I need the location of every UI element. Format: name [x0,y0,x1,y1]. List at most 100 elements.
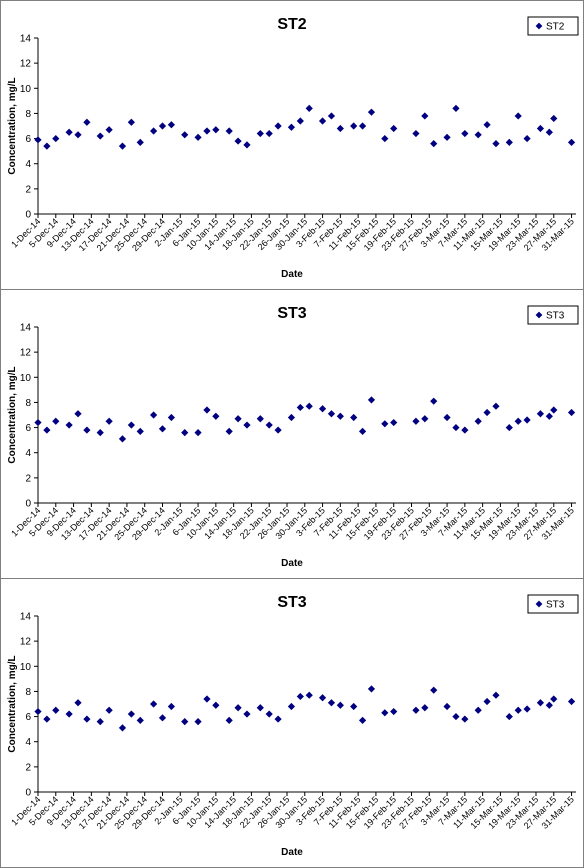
chart0-point [296,117,304,125]
chart2-point [492,691,500,699]
chart1-point [83,426,91,434]
chart0-legend [527,16,579,36]
chart0-y-tick-label: 8 [25,109,31,120]
chart1-point [430,397,438,405]
chart-panel-st2: ST2 0 2 4 6 8 10 12 14 1-Dec-14 5-Dec-14 9-Dec-14 13… [0,0,584,290]
chart0-point [367,108,376,116]
chart1-point [492,402,500,410]
chart2-y-tick-label: 2 [25,762,31,773]
chart1-title: ST3 [277,305,306,322]
chart2-y-axis-label: Concentration, mg/L [7,655,18,752]
chart2-point [225,716,233,724]
chart2-point [443,702,451,711]
chart2-point [274,715,282,723]
chart2-point [83,715,91,723]
chart1-y-tick-label: 2 [25,473,31,484]
chart0-point [287,123,296,131]
chart1-point [118,435,127,443]
chart2-point [412,706,420,714]
chart2-point [327,699,336,707]
chart0-point [194,133,202,141]
chart2-y-tick-label: 4 [25,737,31,748]
chart2-point [52,706,60,714]
chart1-point [545,412,553,420]
chart1-point [181,429,189,437]
chart0-y-tick-label: 0 [25,210,31,221]
chart1-y-tick-label: 14 [20,323,32,334]
chart1-y-tick-label: 8 [25,398,31,409]
chart2-point [567,697,576,706]
chart0-point [150,127,158,135]
chart1-point [167,413,175,422]
chart1-point [136,427,144,435]
chart2-point [194,718,202,726]
chart1-point [452,423,460,432]
chart2-point [390,707,398,716]
chart2-point [265,710,273,718]
chart2-legend-label: ST3 [546,600,565,611]
chart2-point [181,718,189,726]
chart1-point [74,410,82,418]
chart0-y-tick-label: 12 [20,59,32,70]
chart1-y-axis-label: Concentration, mg/L [7,366,18,463]
chart1-point [390,418,398,427]
chart0-point [52,134,60,143]
chart0-point [127,118,135,126]
chart2-legend [527,594,579,614]
chart0-point [212,126,220,134]
chart0-point [203,127,211,135]
chart0-y-tick-label: 10 [20,84,32,95]
chart2-y-tick-label: 0 [25,788,31,799]
chart2-point [150,700,158,708]
chart0-point [256,129,264,138]
chart0-point [74,131,82,139]
chart0-point [83,118,91,126]
chart2-point [381,709,389,717]
chart0-point [381,134,389,143]
chart-panel-st3: ST3 0 2 4 6 8 10 12 14 1-Dec-14 5-Dec-14 9-Dec-14 13… [0,289,584,579]
chart1-point [461,426,469,434]
chart2-point [127,710,135,718]
chart2-point [296,692,304,701]
chart2-point [212,701,220,709]
chart0-point [358,122,367,130]
chart1-point [65,421,73,429]
chart0-point [327,112,336,120]
chart2-title: ST3 [277,594,306,611]
chart0-point [474,131,482,139]
chart-st2: ST2024681012141-Dec-145-Dec-149-Dec-1413… [7,16,579,280]
chart1-point [265,421,273,429]
chart2-y-tick-label: 6 [25,712,31,723]
chart2-x-axis-label: Date [281,847,303,858]
chart2-point [167,702,175,711]
chart1-point [150,411,158,419]
chart1-point [274,426,282,434]
chart1-point [412,417,420,425]
chart0-point [274,122,282,130]
chart1-point [483,408,491,417]
chart0-point [105,126,113,134]
chart1-legend-label: ST3 [546,311,565,322]
chart1-point [305,402,313,410]
chart1-point [350,413,358,422]
chart1-point [105,417,113,425]
chart2-point [483,697,491,706]
chart2-legend-marker [535,600,543,608]
chart2-point [243,710,251,718]
chart0-point [567,138,576,146]
chart2-point [256,704,264,712]
chart1-y-tick-label: 10 [20,373,32,384]
chart1-y-tick-label: 12 [20,348,32,359]
chart1-point [336,412,344,420]
chart-panel-st3-repeat: ST3 0 2 4 6 8 10 12 14 1-Dec-14 5-Dec-14 9-Dec-14 13… [0,578,584,868]
chart0-point [234,137,242,145]
chart1-point [194,429,202,437]
chart2-y-tick-label: 14 [20,612,32,623]
chart2-point [287,702,296,711]
chart0-point [421,112,429,120]
chart1-point [96,429,104,437]
chart0-point [412,129,420,138]
chart2-point [523,705,531,713]
chart0-point [350,122,358,130]
chart0-point [514,112,522,120]
